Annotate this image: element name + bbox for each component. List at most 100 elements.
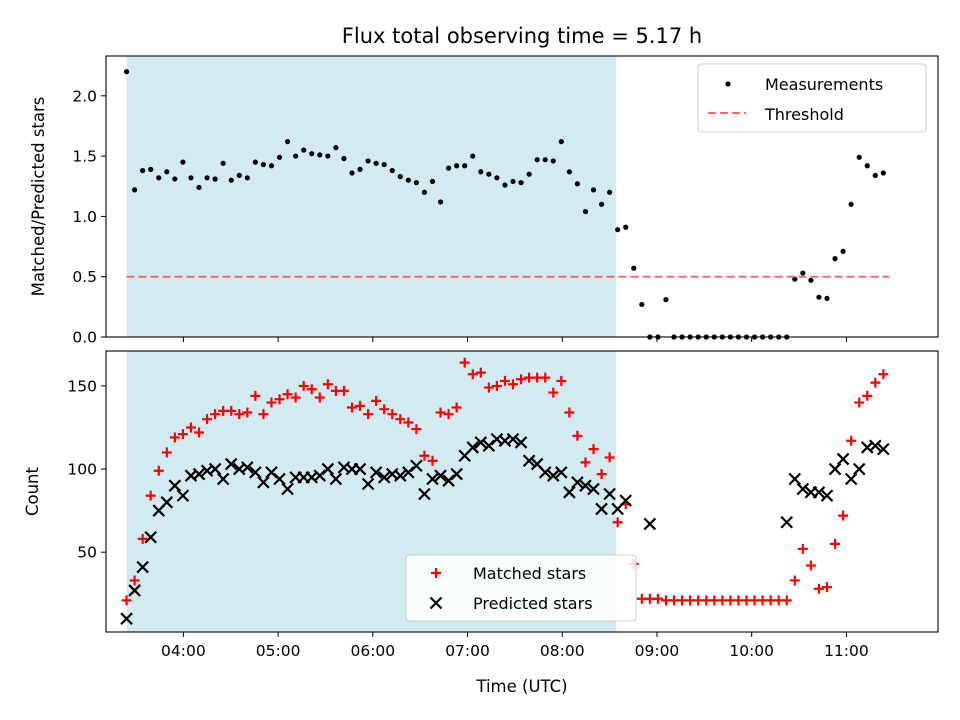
- matched-point: [129, 575, 140, 586]
- measurement-point: [550, 158, 556, 164]
- measurement-point: [188, 175, 194, 181]
- measurement-point: [293, 153, 299, 159]
- measurement-point: [309, 151, 315, 157]
- measurement-point: [663, 297, 669, 303]
- measurement-point: [800, 270, 806, 276]
- measurement-point: [172, 176, 178, 182]
- measurement-point: [405, 177, 411, 183]
- matched-point: [789, 575, 800, 586]
- matched-point: [813, 583, 824, 594]
- measurement-point: [268, 163, 275, 169]
- matched-point: [451, 402, 462, 413]
- legend-label: Predicted stars: [473, 594, 593, 613]
- chart-title: Flux total observing time = 5.17 h: [342, 24, 702, 48]
- matched-point: [862, 390, 873, 401]
- axes-frame: [105, 350, 939, 633]
- matched-point: [145, 490, 156, 501]
- predicted-point: [434, 469, 447, 482]
- measurement-point: [381, 161, 387, 168]
- matched-point: [355, 400, 366, 411]
- measurement-point: [413, 180, 419, 186]
- matched-point: [483, 382, 494, 393]
- measurement-point: [429, 178, 436, 185]
- matched-point: [403, 417, 414, 428]
- measurement-point: [389, 167, 395, 174]
- measurement-point: [357, 166, 363, 172]
- measurement-point: [639, 301, 645, 308]
- matched-point: [226, 405, 237, 416]
- measurement-point: [590, 187, 597, 193]
- matched-point: [475, 367, 486, 378]
- predicted-point: [852, 462, 866, 476]
- predicted-point: [128, 584, 141, 597]
- matched-point: [846, 435, 857, 446]
- measurement-point: [792, 276, 798, 282]
- predicted-point: [538, 466, 552, 479]
- measurement-point: [132, 187, 138, 193]
- measurement-point: [454, 163, 460, 169]
- matched-point: [548, 387, 559, 398]
- predicted-point: [522, 454, 536, 468]
- matched-point: [508, 379, 519, 390]
- series-predicted-stars: [120, 432, 890, 625]
- predicted-point: [820, 489, 834, 502]
- matched-point: [395, 414, 406, 425]
- measurement-point: [840, 248, 846, 254]
- predicted-point: [321, 462, 335, 476]
- predicted-point: [394, 469, 407, 482]
- measurement-point: [864, 163, 870, 169]
- matched-point: [588, 444, 599, 455]
- predicted-point: [273, 472, 286, 486]
- measurement-point: [212, 176, 218, 182]
- matched-point: [298, 380, 309, 391]
- measurement-point: [856, 154, 862, 160]
- legend-label: Measurements: [765, 75, 883, 94]
- predicted-point: [168, 479, 182, 492]
- measurement-point: [421, 189, 428, 195]
- measurement-point: [566, 169, 572, 175]
- matched-point: [137, 533, 148, 544]
- measurement-point: [244, 175, 250, 181]
- matched-point: [838, 510, 849, 521]
- measurement-point: [204, 175, 210, 181]
- matched-point: [580, 457, 591, 468]
- measurement-point: [301, 147, 307, 153]
- predicted-point: [788, 472, 802, 486]
- matched-point: [161, 447, 172, 458]
- measurement-point: [373, 160, 379, 166]
- matched-point: [210, 409, 221, 420]
- legend-label: Threshold: [764, 105, 844, 124]
- predicted-point: [144, 530, 157, 544]
- y-tick-label: 0.5: [72, 268, 97, 286]
- measurement-point: [325, 153, 331, 159]
- matched-point: [781, 595, 792, 606]
- matched-point: [443, 409, 454, 420]
- predicted-point: [160, 496, 174, 509]
- measurement-point: [470, 153, 476, 159]
- predicted-point: [877, 442, 890, 456]
- matched-point: [266, 397, 277, 408]
- x-tick-label: 09:00: [635, 642, 680, 660]
- measurement-point: [518, 180, 524, 186]
- y-tick-label: 1.5: [72, 148, 97, 166]
- measurement-point: [365, 158, 371, 164]
- y-tick-label: 150: [67, 377, 97, 395]
- matched-point: [459, 357, 470, 368]
- measurement-point: [437, 199, 444, 205]
- measurement-point: [123, 69, 130, 75]
- predicted-point: [579, 479, 592, 492]
- measurement-point: [824, 295, 830, 302]
- predicted-point: [844, 472, 858, 486]
- matched-point: [427, 455, 438, 466]
- measurement-point: [534, 157, 540, 163]
- legend-box: [697, 63, 927, 133]
- x-tick-label: 11:00: [824, 642, 869, 660]
- predicted-point: [208, 462, 222, 476]
- measurement-point: [148, 166, 154, 172]
- matched-point: [379, 404, 390, 415]
- predicted-point: [619, 494, 632, 507]
- matched-point: [435, 407, 446, 418]
- x-tick-label: 08:00: [540, 642, 585, 660]
- predicted-point: [450, 467, 463, 481]
